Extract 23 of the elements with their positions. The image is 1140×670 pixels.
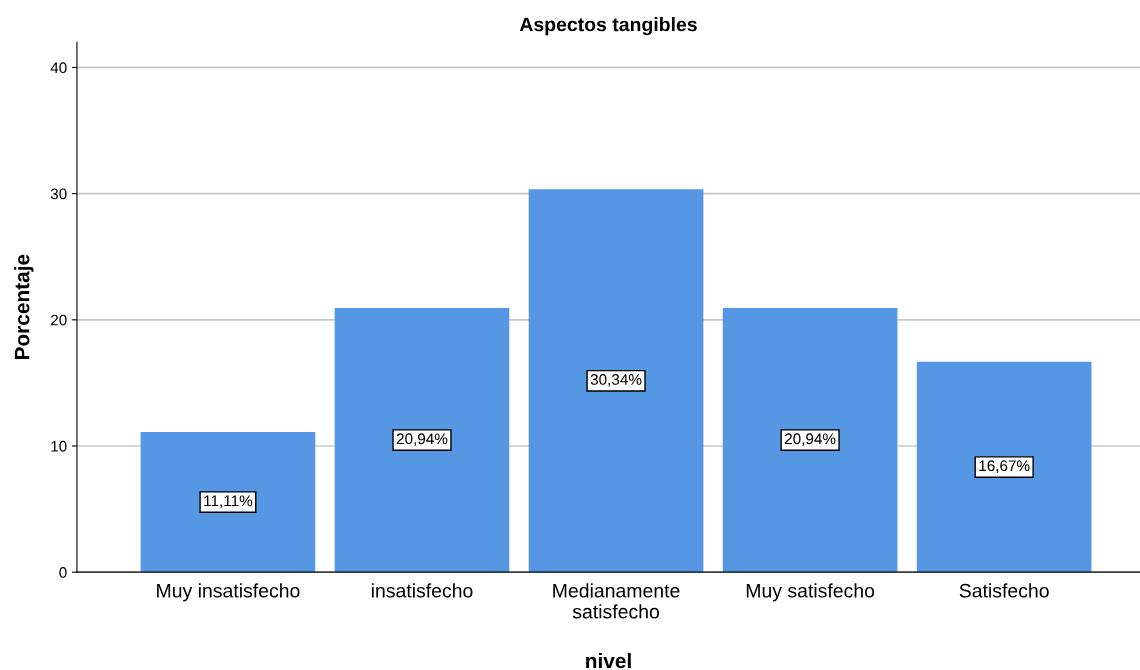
data-label: 20,94% bbox=[396, 433, 448, 446]
data-label: 30,34% bbox=[590, 374, 642, 387]
y-tick-label: 20 bbox=[51, 314, 67, 326]
y-tick-label: 30 bbox=[50, 188, 67, 200]
y-tick-label: 10 bbox=[51, 440, 67, 452]
y-axis-title: Porcentaje bbox=[14, 254, 34, 360]
bar bbox=[334, 307, 510, 573]
x-tick-label: Muy insatisfecho bbox=[157, 583, 300, 602]
data-label: 20,94% bbox=[784, 433, 836, 446]
x-tick-label: Medianamente satisfecho bbox=[553, 583, 680, 619]
y-tick-label: 0 bbox=[59, 567, 67, 578]
y-tick-label: 40 bbox=[50, 62, 67, 74]
bar bbox=[140, 431, 316, 573]
bar bbox=[528, 189, 704, 573]
data-label: 11,11% bbox=[204, 495, 253, 508]
x-tick-label: Muy satisfecho bbox=[746, 583, 875, 602]
x-axis-title: nivel bbox=[586, 652, 631, 669]
x-tick-label: insatisfecho bbox=[371, 583, 473, 598]
chart-title: Aspectos tangibles bbox=[519, 17, 697, 36]
data-label: 16,67% bbox=[979, 460, 1030, 473]
bar bbox=[916, 361, 1092, 573]
bar bbox=[722, 307, 898, 573]
x-tick-label: Satisfecho bbox=[959, 583, 1049, 598]
